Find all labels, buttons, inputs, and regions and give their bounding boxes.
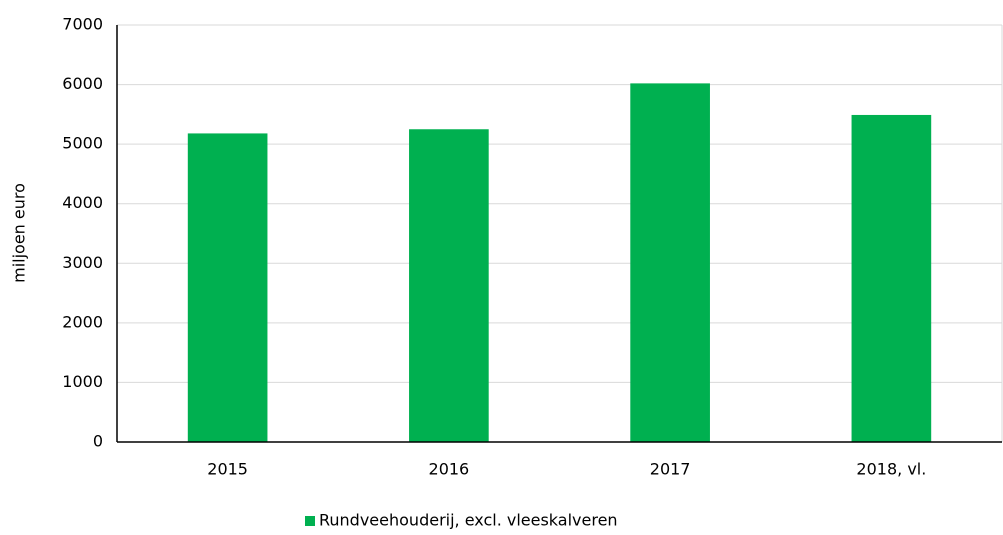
y-tick-label: 2000: [62, 312, 103, 331]
y-tick-label: 0: [93, 432, 103, 451]
y-tick-label: 5000: [62, 134, 103, 153]
y-axis-label: miljoen euro: [10, 183, 29, 283]
bar: [851, 114, 932, 443]
y-tick-label: 4000: [62, 193, 103, 212]
y-tick-label: 7000: [62, 15, 103, 34]
legend-label: Rundveehouderij, excl. vleeskalveren: [319, 511, 618, 530]
y-tick-label: 1000: [62, 372, 103, 391]
x-tick-label: 2016: [429, 460, 470, 479]
bar: [187, 133, 268, 443]
bar: [409, 129, 489, 442]
y-tick-label: 6000: [62, 74, 103, 93]
bar: [630, 83, 710, 442]
legend-swatch: [305, 516, 315, 526]
y-tick-label: 3000: [62, 253, 103, 272]
x-tick-label: 2017: [650, 460, 691, 479]
x-tick-label: 2015: [207, 460, 248, 479]
x-tick-label: 2018, vl.: [856, 460, 926, 479]
